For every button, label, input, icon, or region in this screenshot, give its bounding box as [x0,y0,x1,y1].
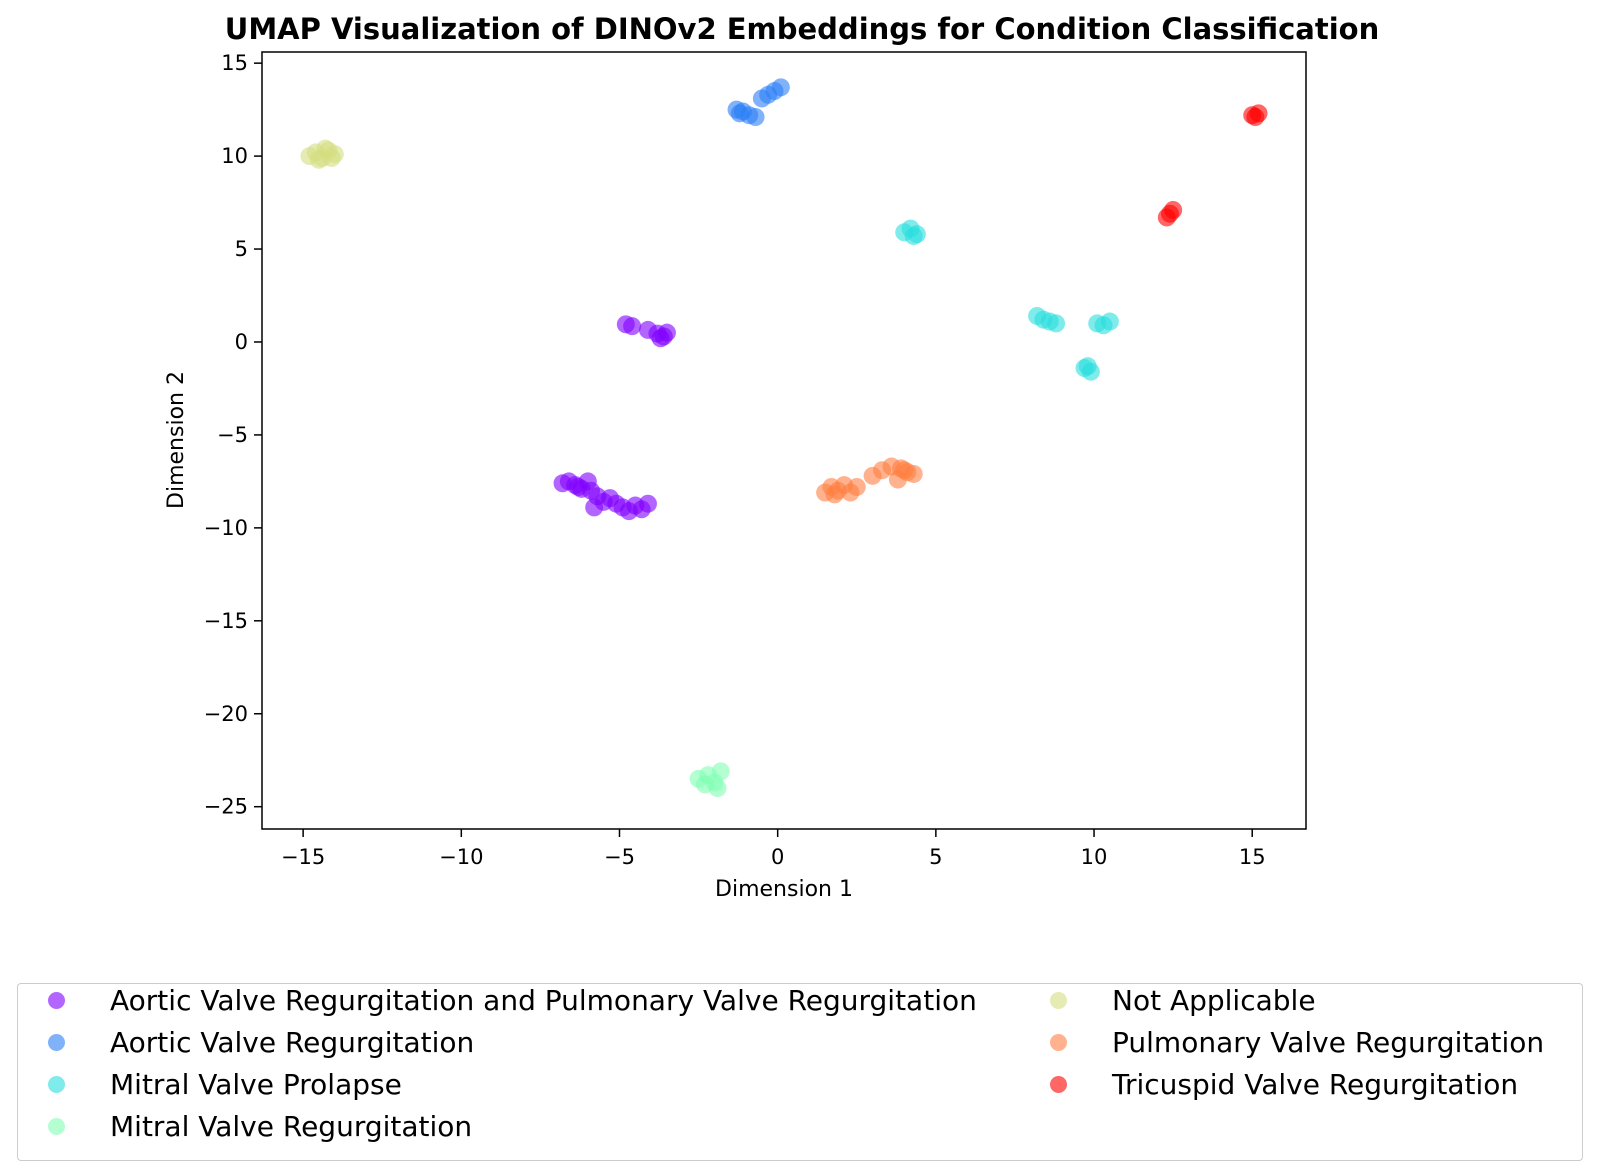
data-point [569,477,588,496]
data-point [585,498,604,517]
data-point [1246,108,1265,127]
data-point [847,477,866,496]
legend: Aortic Valve Regurgitation and Pulmonary… [17,983,1583,1161]
data-point [895,461,914,480]
series-3 [689,762,730,798]
data-point [730,104,749,123]
series-4 [300,139,344,169]
x-tick-label: −15 [281,845,325,869]
x-tick-label: 10 [1081,845,1108,869]
y-tick-label: −5 [217,423,248,447]
legend-marker [48,1076,65,1093]
legend-marker [48,1118,65,1135]
data-point [1047,314,1066,333]
series-5 [816,457,923,504]
y-tick-label: −15 [204,609,248,633]
data-point [825,485,844,504]
umap-scatter-chart: UMAP Visualization of DINOv2 Embeddings … [164,12,1379,902]
y-tick-label: 15 [221,51,248,75]
chart-title: UMAP Visualization of DINOv2 Embeddings … [225,12,1379,46]
x-tick-label: 0 [771,845,784,869]
x-tick-label: 5 [929,845,942,869]
data-point [904,227,923,246]
legend-marker [48,992,65,1009]
legend-marker [1050,1076,1067,1093]
legend-label: Pulmonary Valve Regurgitation [1112,1026,1545,1059]
y-tick-label: −20 [204,702,248,726]
y-tick-label: 0 [235,330,248,354]
series-6 [1157,104,1268,227]
x-tick-label: −10 [439,845,483,869]
data-point [746,108,765,127]
data-point [322,148,341,167]
data-point [651,329,670,348]
plot-frame [261,51,1307,830]
data-point [1100,312,1119,331]
legend-label: Not Applicable [1112,984,1316,1017]
y-tick-label: 5 [235,237,248,261]
data-point [711,762,730,781]
x-tick-label: −5 [604,845,635,869]
series-1 [727,78,790,127]
series-0 [553,315,676,521]
x-axis-label: Dimension 1 [715,877,853,902]
data-point [1164,201,1183,220]
series-2 [895,219,1119,381]
data-point [623,317,642,336]
legend-label: Mitral Valve Regurgitation [110,1110,473,1143]
data-point [638,494,657,513]
data-point [695,775,714,794]
y-axis-label: Dimension 2 [164,371,189,509]
legend-marker [1050,1034,1067,1051]
legend-label: Mitral Valve Prolapse [110,1068,402,1101]
y-tick-label: 10 [221,144,248,168]
legend-label: Aortic Valve Regurgitation and Pulmonary… [110,984,977,1017]
y-axis-ticks: 15 10 5 0 −5 −10 −15 −20 −25 [204,51,262,819]
data-point [771,78,790,97]
y-tick-label: −10 [204,516,248,540]
legend-marker [48,1034,65,1051]
data-point [1078,357,1097,376]
legend-marker [1050,992,1067,1009]
x-tick-label: 15 [1239,845,1266,869]
points-layer [300,78,1268,798]
legend-label: Tricuspid Valve Regurgitation [1112,1068,1519,1101]
legend-label: Aortic Valve Regurgitation [110,1026,475,1059]
x-axis-ticks: −15 −10 −5 0 5 10 15 [281,829,1266,869]
y-tick-label: −25 [204,795,248,819]
